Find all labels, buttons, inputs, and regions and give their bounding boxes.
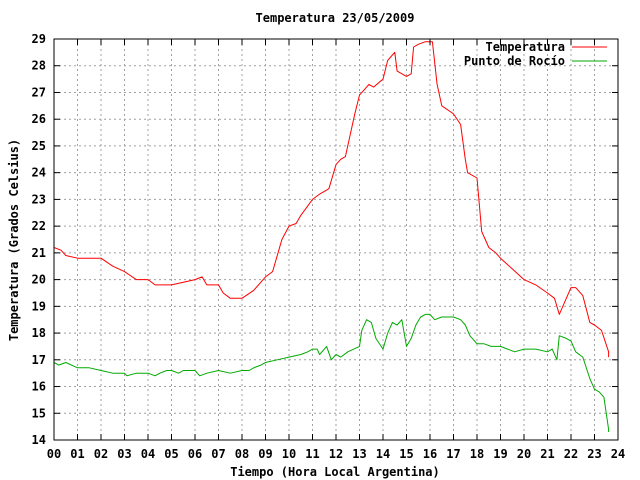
x-tick-label: 11 bbox=[305, 447, 319, 461]
y-tick-label: 22 bbox=[32, 219, 46, 233]
x-tick-label: 13 bbox=[352, 447, 366, 461]
axis-ticks bbox=[53, 38, 619, 441]
y-tick-label: 18 bbox=[32, 326, 46, 340]
y-tick-label: 25 bbox=[32, 139, 46, 153]
y-tick-label: 16 bbox=[32, 380, 46, 394]
x-tick-label: 09 bbox=[258, 447, 272, 461]
grid bbox=[54, 39, 618, 440]
series-line-punto-de-rocio bbox=[53, 313, 610, 432]
x-tick-label: 18 bbox=[470, 447, 484, 461]
y-tick-label: 29 bbox=[32, 32, 46, 46]
y-tick-label: 15 bbox=[32, 406, 46, 420]
y-axis-label: Temperatura (Grados Celsius) bbox=[7, 139, 21, 341]
legend-label: Punto de Rocío bbox=[464, 54, 565, 68]
x-tick-label: 03 bbox=[117, 447, 131, 461]
x-tick-label: 01 bbox=[70, 447, 84, 461]
series-layer bbox=[53, 41, 610, 432]
x-tick-label: 22 bbox=[564, 447, 578, 461]
y-tick-label: 19 bbox=[32, 299, 46, 313]
y-tick-label: 23 bbox=[32, 192, 46, 206]
x-tick-label: 24 bbox=[611, 447, 625, 461]
x-tick-label: 00 bbox=[47, 447, 61, 461]
legend-label: Temperatura bbox=[486, 40, 565, 54]
y-tick-label: 26 bbox=[32, 112, 46, 126]
x-tick-label: 07 bbox=[211, 447, 225, 461]
x-axis-label: Tiempo (Hora Local Argentina) bbox=[230, 465, 440, 479]
x-tick-label: 06 bbox=[188, 447, 202, 461]
series-line-temperatura bbox=[53, 41, 610, 358]
x-tick-label: 08 bbox=[235, 447, 249, 461]
chart-title: Temperatura 23/05/2009 bbox=[256, 11, 415, 25]
x-tick-label: 21 bbox=[540, 447, 554, 461]
y-tick-label: 20 bbox=[32, 273, 46, 287]
x-tick-label: 20 bbox=[517, 447, 531, 461]
x-tick-label: 16 bbox=[423, 447, 437, 461]
x-tick-label: 15 bbox=[399, 447, 413, 461]
x-tick-label: 04 bbox=[141, 447, 155, 461]
x-tick-label: 05 bbox=[164, 447, 178, 461]
x-tick-label: 12 bbox=[329, 447, 343, 461]
x-tick-label: 10 bbox=[282, 447, 296, 461]
y-tick-label: 21 bbox=[32, 246, 46, 260]
x-tick-label: 02 bbox=[94, 447, 108, 461]
y-tick-label: 17 bbox=[32, 353, 46, 367]
x-tick-label: 23 bbox=[587, 447, 601, 461]
x-tick-label: 19 bbox=[493, 447, 507, 461]
y-tick-label: 27 bbox=[32, 85, 46, 99]
y-tick-label: 14 bbox=[32, 433, 46, 447]
x-tick-label: 17 bbox=[446, 447, 460, 461]
y-tick-label: 28 bbox=[32, 59, 46, 73]
x-tick-label: 14 bbox=[376, 447, 390, 461]
axis-tick-labels: 00 01 02 03 04 05 06 07 08 09 10 11 12 13 14 15 16 17 18 19… bbox=[32, 32, 626, 461]
y-tick-label: 24 bbox=[32, 166, 46, 180]
